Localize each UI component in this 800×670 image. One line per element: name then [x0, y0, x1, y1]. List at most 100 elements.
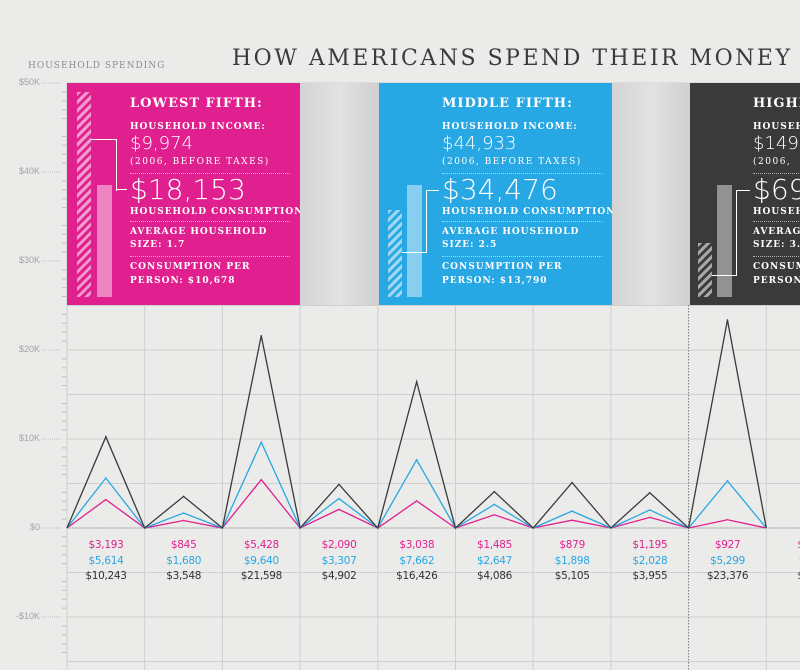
consumption-bar — [407, 185, 422, 297]
data-label: $7, — [766, 570, 800, 582]
data-point — [493, 490, 496, 493]
box-gap — [612, 83, 690, 305]
data-point — [182, 512, 185, 514]
consumption-label: HOUSEHOLD CONSUMPTION — [130, 207, 300, 217]
middle-fifth-box: MIDDLE FIFTH: HOUSEHOLD INCOME: $44,933 … — [379, 83, 612, 305]
data-point — [338, 508, 340, 511]
per-person-value: PERSON: — [753, 276, 800, 286]
y-tick-label: $0 — [29, 522, 40, 532]
data-label: $1,898 — [554, 554, 590, 567]
data-label: $9,640 — [243, 554, 279, 567]
data-label: $2,028 — [632, 554, 668, 567]
series-line — [66, 440, 767, 530]
per-person-value: PERSON: $13,790 — [442, 276, 548, 286]
data-label: $4,902 — [321, 570, 357, 582]
y-tick-label: -$10K — [15, 611, 40, 621]
divider — [130, 256, 290, 257]
income-value: $149, — [753, 133, 800, 154]
y-tick-label: $20K — [18, 344, 40, 354]
data-point — [726, 480, 729, 482]
household-size-label: AVERAGE HOUSEHOLD — [442, 227, 580, 237]
household-size: SIZE: 1.7 — [130, 240, 186, 250]
data-point — [726, 319, 729, 321]
consumption-value: $69 — [753, 173, 800, 206]
data-point — [571, 519, 573, 521]
page-title: HOW AMERICANS SPEND THEIR MONEY — [232, 46, 793, 71]
divider — [130, 221, 290, 222]
income-bar — [77, 92, 91, 297]
data-point — [338, 497, 340, 500]
data-label: $2,090 — [321, 539, 357, 551]
y-axis-title: HOUSEHOLD SPENDING — [28, 61, 166, 71]
data-label: $2 — [766, 555, 800, 567]
data-point — [571, 510, 573, 512]
income-note: (2006, BEFORE TAXES) — [130, 157, 270, 167]
data-label: $5,299 — [710, 554, 746, 567]
consumption-label: HOUSEHO — [753, 207, 800, 217]
connector-line — [91, 139, 117, 191]
y-tick-label: $10K — [18, 433, 40, 443]
box-gap — [300, 83, 379, 305]
data-point — [338, 483, 340, 486]
divider — [753, 256, 800, 257]
connector-line — [712, 275, 737, 276]
divider — [442, 256, 602, 257]
series-line — [66, 319, 767, 530]
household-size: SIZE: 3.1 — [753, 240, 800, 250]
data-point — [493, 513, 496, 516]
data-label: $845 — [170, 539, 197, 551]
data-label: $2,647 — [477, 554, 512, 567]
data-point — [726, 518, 729, 521]
connector-line — [736, 190, 750, 191]
data-label: $5,428 — [243, 539, 279, 551]
data-point — [493, 503, 496, 506]
data-point — [260, 478, 263, 481]
connector-line — [736, 190, 737, 276]
consumption-bar — [97, 185, 112, 297]
consumption-value: $34,476 — [442, 173, 558, 206]
data-point — [415, 381, 418, 383]
income-note: (2006, — [753, 157, 792, 167]
income-note: (2006, BEFORE TAXES) — [442, 157, 582, 167]
data-label: $23,376 — [706, 570, 749, 582]
connector-line — [117, 189, 127, 190]
data-label: $4,086 — [477, 570, 512, 582]
y-tick-label: $30K — [18, 255, 40, 265]
divider — [442, 173, 602, 174]
data-label: $3,548 — [166, 570, 202, 582]
data-point — [648, 492, 651, 494]
data-point — [260, 334, 263, 337]
household-size: SIZE: 2.5 — [442, 240, 498, 250]
income-value: $9,974 — [130, 133, 193, 154]
box-heading: LOWEST FIFTH: — [130, 96, 263, 111]
data-label: $5,614 — [88, 554, 124, 567]
income-bar — [388, 210, 402, 297]
data-label: $10,243 — [85, 570, 127, 582]
income-label: HOUSEHO — [753, 122, 800, 132]
data-label: $1,680 — [166, 554, 202, 567]
income-value: $44,933 — [442, 133, 517, 154]
data-point — [415, 500, 418, 502]
y-tick-label: $50K — [18, 77, 40, 87]
data-label: $7,662 — [399, 554, 435, 567]
per-person-label: CONSUMPTION PER — [442, 262, 563, 272]
lowest-fifth-box: LOWEST FIFTH: HOUSEHOLD INCOME: $9,974 (… — [67, 83, 300, 305]
box-heading: HIGHE — [753, 96, 800, 111]
connector-line — [402, 252, 427, 253]
data-point — [415, 459, 418, 461]
consumption-value: $18,153 — [130, 173, 246, 206]
data-label: $927 — [714, 539, 741, 551]
income-label: HOUSEHOLD INCOME: — [442, 122, 578, 132]
data-point — [182, 495, 185, 498]
data-label: $21,598 — [240, 570, 283, 582]
data-label: $879 — [559, 539, 585, 551]
per-person-value: PERSON: $10,678 — [130, 276, 236, 286]
data-point — [260, 441, 263, 444]
divider — [753, 221, 800, 222]
box-heading: MIDDLE FIFTH: — [442, 96, 573, 111]
data-point — [105, 436, 107, 438]
divider — [753, 173, 800, 174]
data-point — [648, 509, 651, 511]
